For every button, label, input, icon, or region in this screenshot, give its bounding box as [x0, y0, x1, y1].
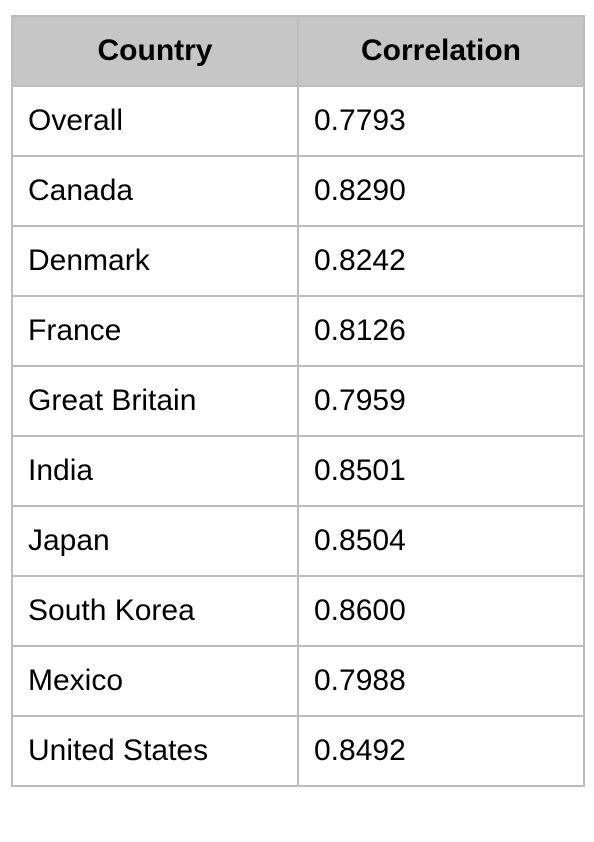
- country-cell: United States: [11, 715, 299, 787]
- header-row: Country Correlation: [11, 15, 585, 87]
- correlation-cell: 0.8504: [297, 505, 585, 577]
- country-cell: Denmark: [11, 225, 299, 297]
- country-cell: Japan: [11, 505, 299, 577]
- table-row: Denmark 0.8242: [11, 225, 585, 297]
- country-cell: South Korea: [11, 575, 299, 647]
- table-row: Japan 0.8504: [11, 505, 585, 577]
- country-cell: Canada: [11, 155, 299, 227]
- country-cell: Overall: [11, 85, 299, 157]
- table-row: United States 0.8492: [11, 715, 585, 787]
- header-correlation: Correlation: [297, 15, 585, 87]
- correlation-cell: 0.8501: [297, 435, 585, 507]
- country-cell: India: [11, 435, 299, 507]
- header-country: Country: [11, 15, 299, 87]
- correlation-table: Country Correlation Overall 0.7793 Canad…: [11, 15, 585, 787]
- correlation-cell: 0.7988: [297, 645, 585, 717]
- correlation-cell: 0.7959: [297, 365, 585, 437]
- table-row: India 0.8501: [11, 435, 585, 507]
- country-cell: Mexico: [11, 645, 299, 717]
- table-row: Overall 0.7793: [11, 85, 585, 157]
- table-row: Canada 0.8290: [11, 155, 585, 227]
- correlation-cell: 0.8126: [297, 295, 585, 367]
- country-cell: Great Britain: [11, 365, 299, 437]
- correlation-cell: 0.8492: [297, 715, 585, 787]
- correlation-cell: 0.7793: [297, 85, 585, 157]
- country-cell: France: [11, 295, 299, 367]
- table-row: Great Britain 0.7959: [11, 365, 585, 437]
- correlation-cell: 0.8290: [297, 155, 585, 227]
- correlation-cell: 0.8242: [297, 225, 585, 297]
- table-row: South Korea 0.8600: [11, 575, 585, 647]
- table-row: France 0.8126: [11, 295, 585, 367]
- table-row: Mexico 0.7988: [11, 645, 585, 717]
- correlation-cell: 0.8600: [297, 575, 585, 647]
